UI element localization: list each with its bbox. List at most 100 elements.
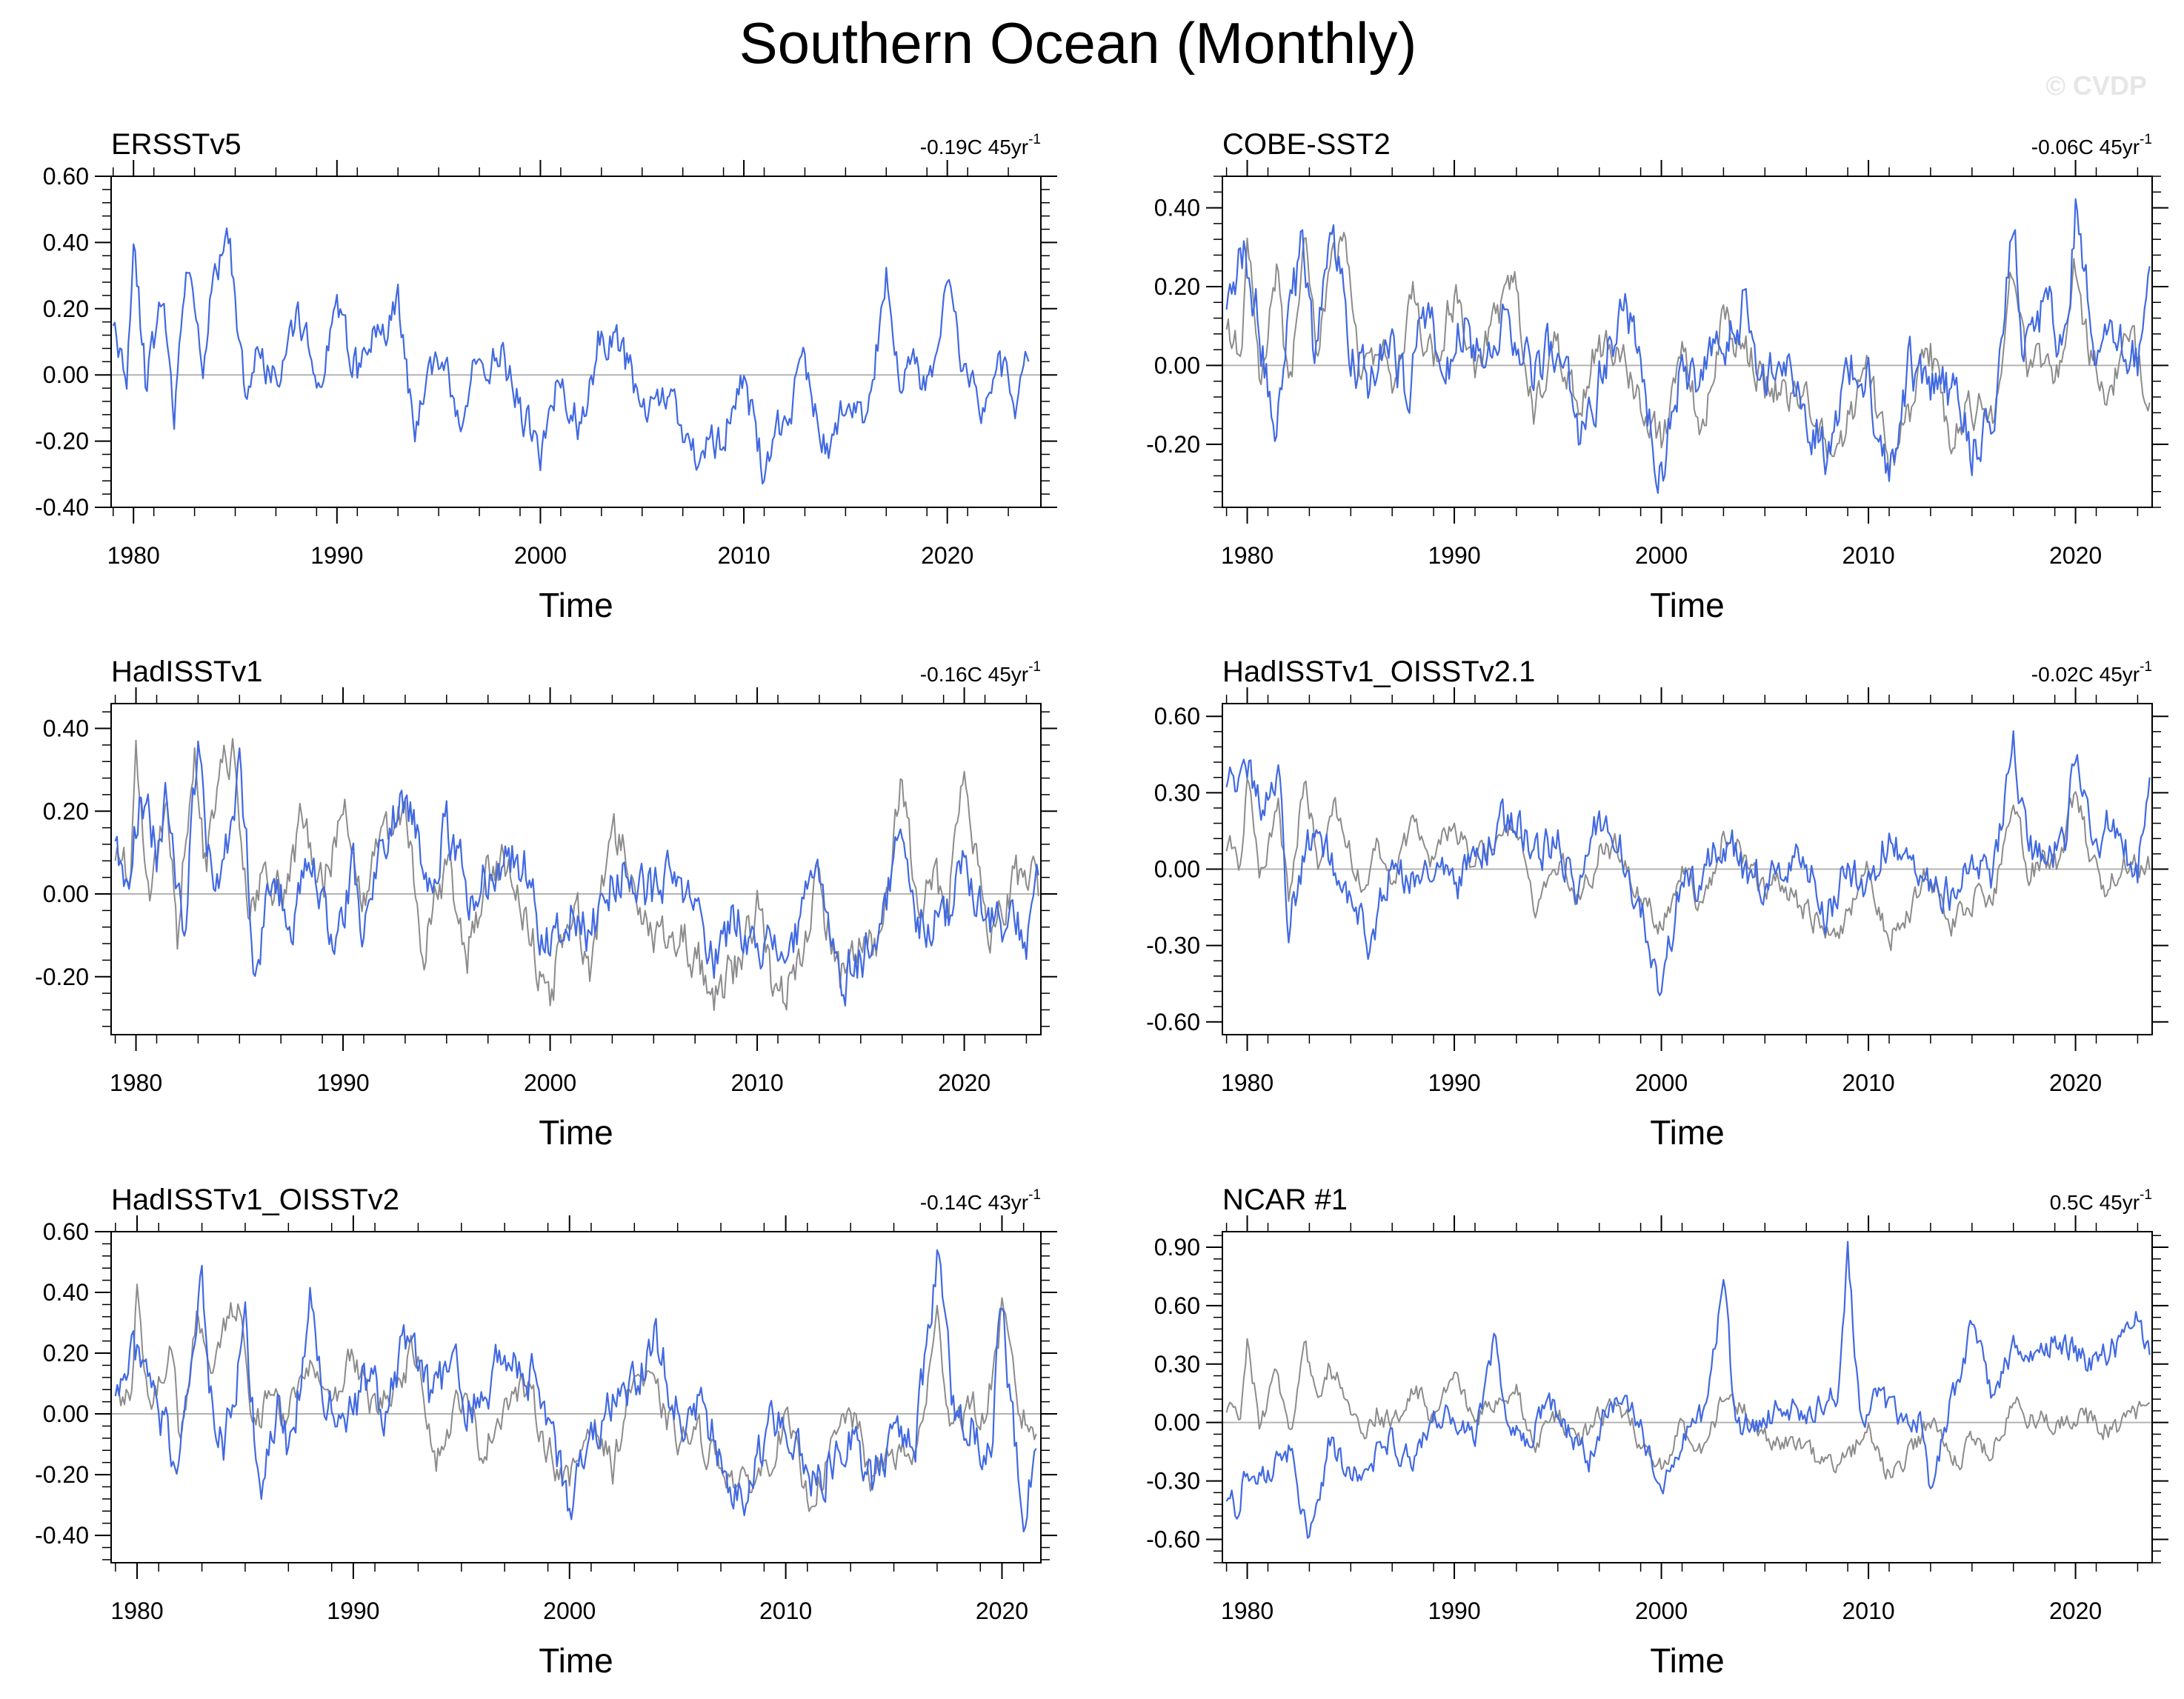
plot-frame bbox=[1222, 176, 2153, 508]
trend-exponent: -1 bbox=[2140, 659, 2152, 675]
y-tick-label: -0.30 bbox=[1146, 1468, 1200, 1495]
trend-value: -0.19C 45yr bbox=[920, 136, 1028, 158]
y-tick-label: 0.30 bbox=[1154, 779, 1200, 806]
x-tick-label: 1990 bbox=[316, 1069, 369, 1096]
x-tick-label: 2010 bbox=[1842, 1069, 1894, 1096]
x-tick-label: 2010 bbox=[759, 1598, 812, 1624]
trend-exponent: -1 bbox=[2140, 132, 2152, 147]
panel-5: HadISSTv1_OISSTv2 -0.14C 43yr-1 -0.40 -0.20… bbox=[35, 1184, 1057, 1680]
x-tick-label: 2020 bbox=[2049, 1598, 2102, 1624]
panels: ERSSTv5 -0.19C 45yr-1-0.40-0.200.000.200.… bbox=[35, 128, 2168, 1680]
panel-1: ERSSTv5 -0.19C 45yr-1 -0.40 -0.20 0.00 0.20 0.… bbox=[35, 128, 1057, 624]
trend-label: -0.19C 45yr-1 bbox=[920, 132, 1041, 158]
y-tick-label: 0.60 bbox=[43, 163, 89, 190]
x-tick-label: 2020 bbox=[921, 542, 973, 569]
y-tick-label: 0.60 bbox=[1154, 703, 1200, 730]
y-tick-label: -0.40 bbox=[35, 494, 89, 521]
x-tick-label: 1980 bbox=[107, 542, 160, 569]
trend-value: -0.14C 43yr bbox=[920, 1191, 1028, 1214]
y-tick-label: 0.40 bbox=[43, 715, 89, 742]
y-tick-label: 0.20 bbox=[43, 798, 89, 824]
x-tick-label: 2000 bbox=[524, 1069, 576, 1096]
panel-4: HadISSTv1_OISSTv2.1 -0.02C 45yr-1 -0.60 -0.… bbox=[1146, 655, 2168, 1152]
y-tick-label: 0.00 bbox=[43, 361, 89, 388]
series-line-reference bbox=[1225, 1338, 2151, 1480]
plot-frame bbox=[110, 703, 1042, 1035]
y-tick-label: 0.20 bbox=[43, 1340, 89, 1366]
x-tick-label: 2000 bbox=[1635, 542, 1688, 569]
x-axis-label: Time bbox=[539, 1113, 613, 1152]
x-tick-label: 1980 bbox=[110, 1069, 162, 1096]
x-tick-label: 2020 bbox=[976, 1598, 1028, 1624]
series-line-primary bbox=[114, 1249, 1037, 1532]
panel-title: COBE-SST2 bbox=[1222, 128, 1391, 161]
y-tick-label: 0.60 bbox=[1154, 1292, 1200, 1319]
y-tick-label: -0.20 bbox=[35, 428, 89, 455]
y-tick-label: -0.20 bbox=[1146, 431, 1200, 458]
x-tick-label: 2010 bbox=[1842, 1598, 1894, 1624]
x-axis-label: Time bbox=[1650, 1641, 1725, 1680]
x-tick-label: 2010 bbox=[730, 1069, 783, 1096]
y-tick-label: -0.30 bbox=[1146, 932, 1200, 959]
trend-value: -0.02C 45yr bbox=[2031, 663, 2140, 686]
series-line-primary bbox=[114, 740, 1039, 1007]
trend-value: 0.5C 45yr bbox=[2050, 1191, 2140, 1214]
y-tick-label: -0.20 bbox=[35, 964, 89, 990]
y-tick-label: 0.60 bbox=[43, 1218, 89, 1245]
x-axis-label: Time bbox=[539, 586, 613, 624]
panel-title: ERSSTv5 bbox=[111, 128, 242, 161]
y-tick-label: 0.00 bbox=[43, 881, 89, 907]
x-axis-label: Time bbox=[1650, 586, 1725, 624]
x-tick-label: 1990 bbox=[1428, 1069, 1480, 1096]
y-tick-label: 0.90 bbox=[1154, 1234, 1200, 1261]
x-tick-label: 2010 bbox=[1842, 542, 1894, 569]
x-tick-label: 1980 bbox=[1221, 1598, 1274, 1624]
x-tick-label: 1990 bbox=[1428, 542, 1480, 569]
x-tick-label: 2020 bbox=[938, 1069, 991, 1096]
y-tick-label: 0.20 bbox=[43, 296, 89, 322]
x-tick-label: 2000 bbox=[543, 1598, 596, 1624]
trend-value: -0.06C 45yr bbox=[2031, 136, 2140, 158]
trend-label: 0.5C 45yr-1 bbox=[2050, 1187, 2152, 1214]
y-tick-label: -0.60 bbox=[1146, 1526, 1200, 1552]
panel-6: NCAR #1 0.5C 45yr-1 -0.60 -0.30 0.00 0.30 0.60… bbox=[1146, 1184, 2168, 1680]
watermark: © CVDP bbox=[2045, 70, 2147, 101]
series-line-primary bbox=[1225, 198, 2151, 494]
trend-exponent: -1 bbox=[1028, 1187, 1041, 1203]
figure-title: Southern Ocean (Monthly) bbox=[739, 10, 1417, 76]
panel-title: NCAR #1 bbox=[1222, 1184, 1348, 1216]
panel-3: HadISSTv1 -0.16C 45yr-1 -0.20 0.00 0.20 0.40 1… bbox=[35, 655, 1057, 1152]
x-tick-label: 1980 bbox=[1221, 1069, 1274, 1096]
y-tick-label: 0.40 bbox=[43, 1279, 89, 1306]
x-axis-label: Time bbox=[539, 1641, 613, 1680]
trend-value: -0.16C 45yr bbox=[920, 663, 1028, 686]
y-tick-label: 0.20 bbox=[1154, 273, 1200, 300]
panel-title: HadISSTv1_OISSTv2.1 bbox=[1222, 655, 1535, 688]
x-tick-label: 1990 bbox=[327, 1598, 379, 1624]
series-line-primary bbox=[112, 227, 1030, 485]
series-line-reference bbox=[1225, 231, 2151, 478]
x-tick-label: 1990 bbox=[310, 542, 363, 569]
trend-label: -0.14C 43yr-1 bbox=[920, 1187, 1041, 1214]
trend-exponent: -1 bbox=[1028, 659, 1041, 675]
plot-frame bbox=[1222, 1231, 2153, 1563]
y-tick-label: 0.40 bbox=[1154, 195, 1200, 221]
y-tick-label: 0.00 bbox=[1154, 352, 1200, 378]
x-tick-label: 2010 bbox=[717, 542, 770, 569]
x-tick-label: 2000 bbox=[1635, 1069, 1688, 1096]
y-tick-label: 0.40 bbox=[43, 229, 89, 256]
y-tick-label: -0.20 bbox=[35, 1461, 89, 1488]
x-tick-label: 2020 bbox=[2049, 542, 2102, 569]
series-line-reference bbox=[1225, 778, 2151, 952]
trend-exponent: -1 bbox=[2140, 1187, 2152, 1203]
series-line-primary bbox=[1225, 1241, 2151, 1539]
x-tick-label: 1980 bbox=[110, 1598, 163, 1624]
y-tick-label: 0.00 bbox=[43, 1401, 89, 1427]
plot-frame bbox=[110, 176, 1042, 508]
x-tick-label: 2000 bbox=[514, 542, 567, 569]
trend-label: -0.16C 45yr-1 bbox=[920, 659, 1041, 686]
series-line-primary bbox=[1225, 730, 2151, 996]
panel-title: HadISSTv1_OISSTv2 bbox=[111, 1184, 399, 1216]
x-tick-label: 2020 bbox=[2049, 1069, 2102, 1096]
